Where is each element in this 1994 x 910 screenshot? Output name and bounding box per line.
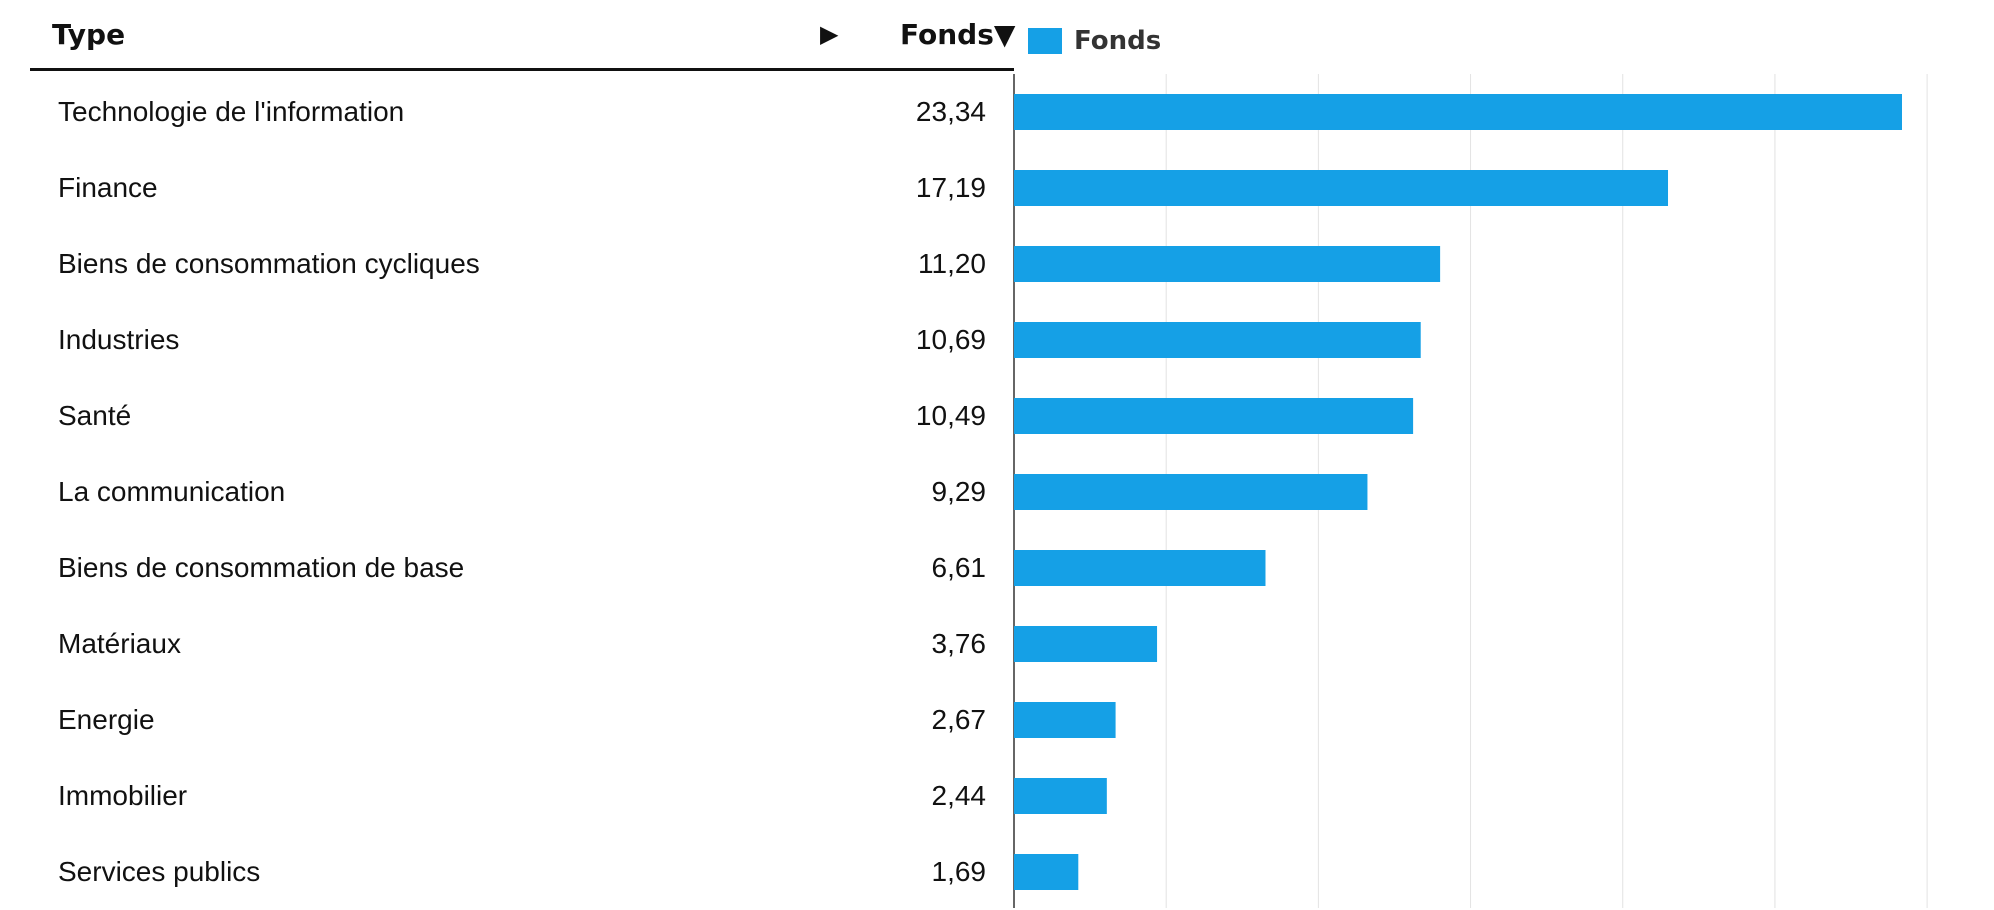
value-label: 2,44 [931, 780, 987, 811]
value-label: 10,49 [915, 400, 986, 431]
table-row: Finance 17,19 [0, 150, 1012, 226]
category-label: Services publics [58, 856, 261, 887]
table-row: La communication 9,29 [0, 454, 1012, 530]
table-row: Santé 10,49 [0, 378, 1012, 454]
bar [1014, 626, 1158, 662]
type-column-header[interactable]: Type [52, 18, 126, 51]
value-label: 9,29 [931, 476, 987, 507]
category-label: Energie [58, 704, 155, 735]
category-label: Technologie de l'information [58, 96, 405, 127]
bar [1014, 170, 1669, 206]
bar [1014, 398, 1414, 434]
value-label: 6,61 [931, 552, 987, 583]
table-row: Immobilier 2,44 [0, 758, 1012, 834]
category-label: Finance [58, 172, 158, 203]
table-row: Energie 2,67 [0, 682, 1012, 758]
table-row: Biens de consommation de base 6,61 [0, 530, 1012, 606]
bar [1014, 322, 1421, 358]
table-row: Services publics 1,69 [0, 834, 1012, 910]
table-row: Matériaux 3,76 [0, 606, 1012, 682]
bar [1014, 94, 1902, 130]
chart-legend: Fonds [1028, 26, 1161, 56]
category-label: Biens de consommation cycliques [58, 248, 480, 279]
value-label: 23,34 [915, 96, 986, 127]
value-label: 11,20 [918, 248, 986, 279]
bar [1014, 246, 1441, 282]
table-row: Biens de consommation cycliques 11,20 [0, 226, 1012, 302]
bar [1014, 778, 1107, 814]
legend-swatch [1028, 28, 1062, 54]
value-label: 17,19 [915, 172, 986, 203]
category-label: Biens de consommation de base [58, 552, 465, 583]
category-label: Santé [58, 400, 132, 431]
table-row: Industries 10,69 [0, 302, 1012, 378]
table-row: Technologie de l'information 23,34 [0, 74, 1012, 150]
fonds-sort-header[interactable]: Fonds▼ [900, 18, 1016, 51]
bar [1014, 854, 1079, 890]
value-label: 10,69 [915, 324, 986, 355]
bar [1014, 474, 1368, 510]
category-label: Industries [58, 324, 180, 355]
bar [1014, 550, 1266, 586]
expand-arrow-icon[interactable]: ▶ [820, 21, 839, 48]
category-label: La communication [58, 476, 286, 507]
legend-label: Fonds [1074, 26, 1162, 56]
category-label: Matériaux [58, 628, 181, 659]
bar [1014, 702, 1116, 738]
category-label: Immobilier [58, 780, 188, 811]
value-label: 3,76 [931, 628, 987, 659]
value-label: 1,69 [931, 856, 987, 887]
header-divider [30, 68, 1014, 71]
value-label: 2,67 [931, 704, 987, 735]
